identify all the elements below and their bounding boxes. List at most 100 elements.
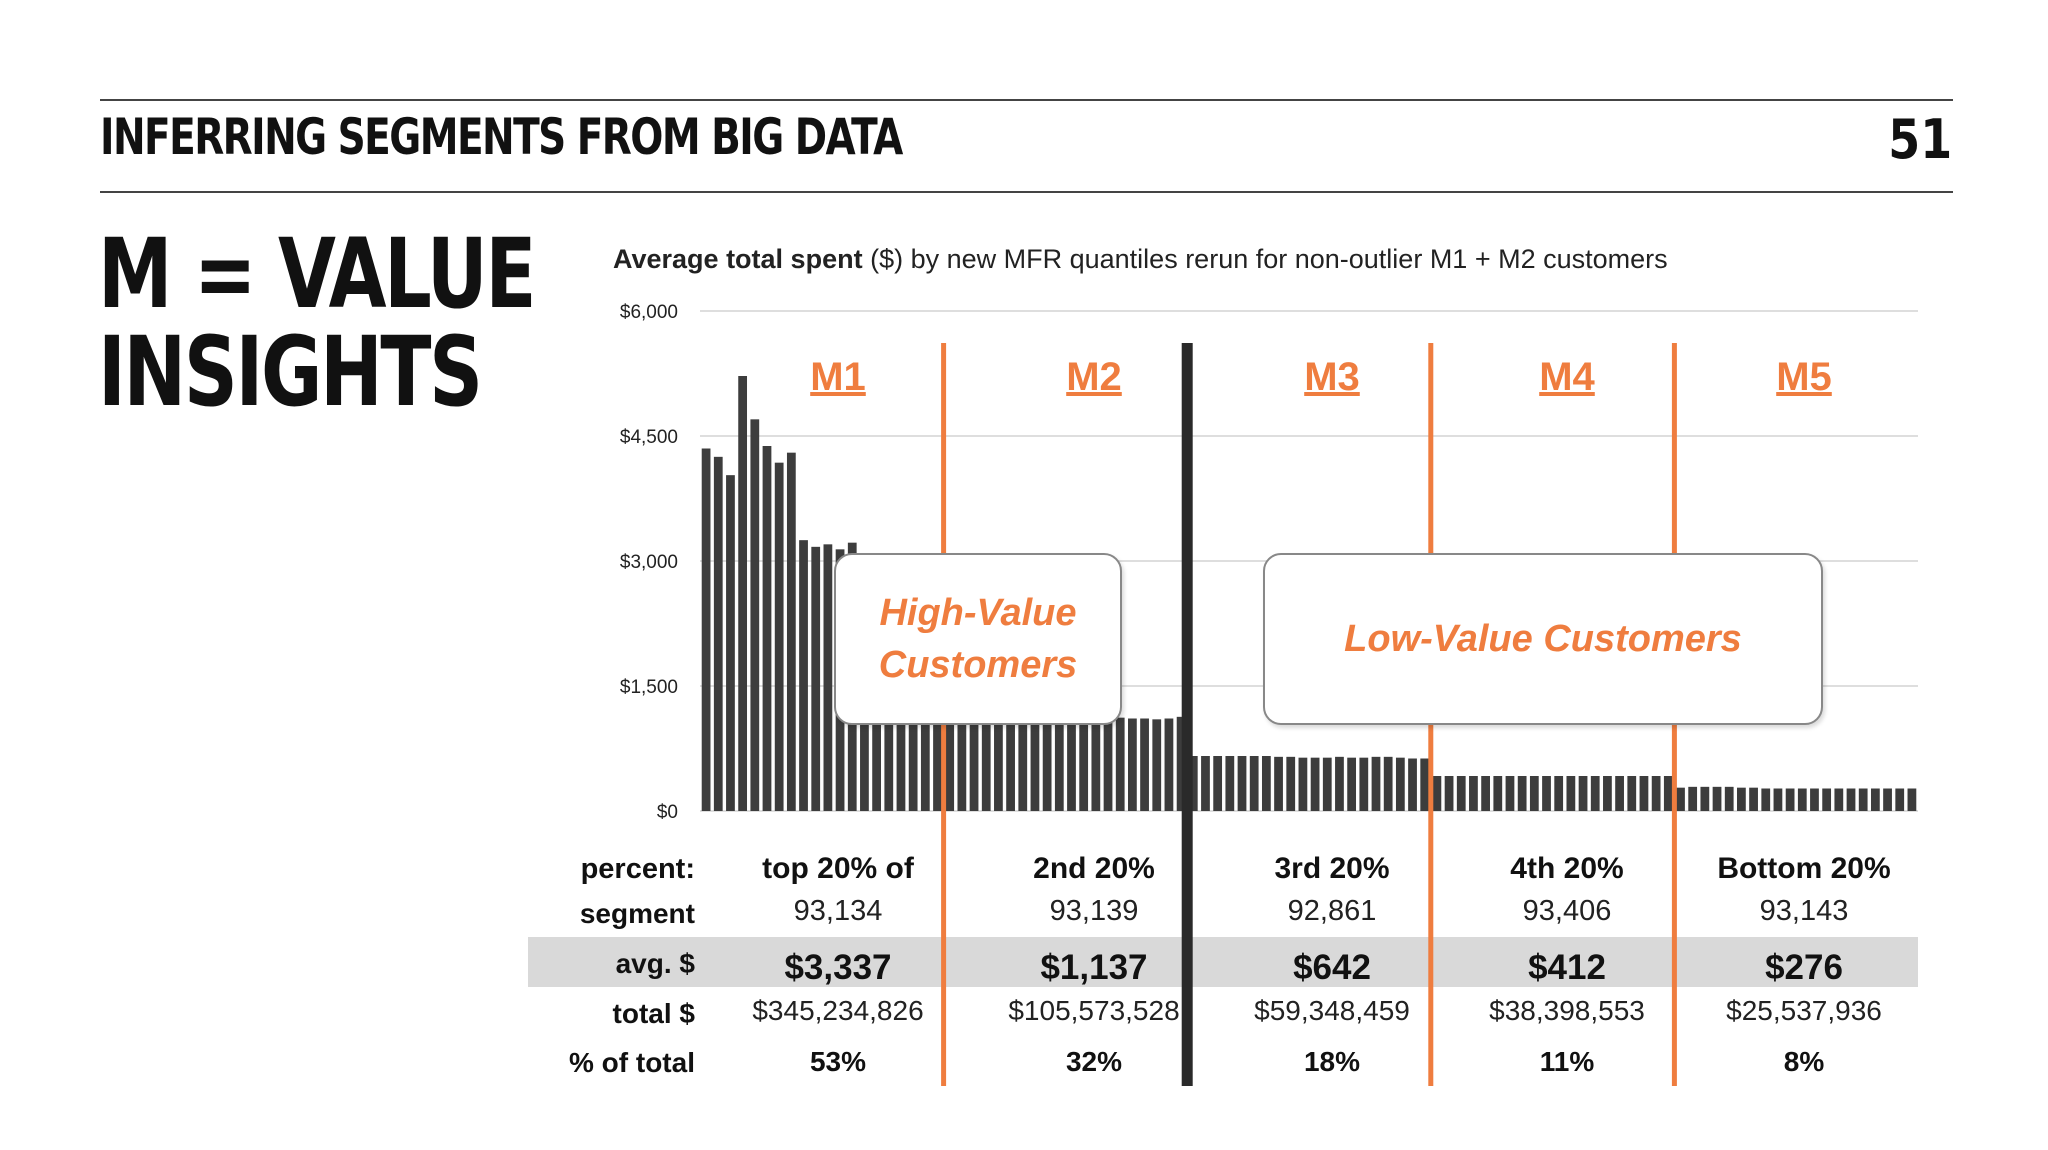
callout-high-value: High-Value Customers [834, 553, 1122, 725]
bar [1810, 788, 1819, 811]
bar [994, 709, 1003, 811]
header-bottom-rule [100, 191, 1953, 193]
bar [1115, 717, 1125, 811]
bar [1700, 786, 1710, 811]
segment-label-m1: M1 [810, 355, 866, 399]
cell-total-m2: $105,573,528 [1008, 995, 1180, 1026]
bar [1785, 788, 1795, 811]
bar [1420, 758, 1430, 811]
bar [1469, 776, 1478, 811]
bar [1225, 756, 1235, 811]
bar [920, 698, 930, 811]
bar [1298, 757, 1308, 811]
bar [1846, 788, 1856, 811]
bar [1676, 787, 1685, 811]
bar [1067, 715, 1076, 811]
chart-title: Average total spent ($) by new MFR quant… [613, 244, 1668, 275]
segment-label-m3: M3 [1304, 355, 1360, 399]
cell-share-m3: 18% [1303, 1046, 1361, 1077]
bar [1603, 776, 1612, 811]
cell-avg-m1: $3,337 [784, 948, 892, 987]
bar [1188, 756, 1198, 811]
cell-count-m1: 93,134 [793, 895, 883, 927]
header-top-rule [100, 99, 1953, 101]
bar [1529, 776, 1539, 811]
bar [1286, 756, 1296, 811]
bar [896, 694, 906, 811]
cell-avg-m5: $276 [1765, 948, 1843, 987]
bar [1639, 776, 1649, 811]
bar [1371, 756, 1381, 811]
bar [1712, 786, 1722, 811]
bar [1663, 776, 1673, 811]
bar [1103, 716, 1113, 811]
callout-high-line1: High-Value [879, 592, 1077, 634]
bar [1018, 711, 1028, 811]
bar [738, 376, 748, 811]
row-label-avg: avg. $ [615, 948, 695, 979]
cell-share-m1: 53% [809, 1046, 867, 1077]
bar [1456, 776, 1466, 811]
bar [1493, 776, 1503, 811]
cell-percent-m1: top 20% of [762, 852, 914, 885]
y-tick-label: $0 [657, 802, 678, 823]
cell-count-m2: 93,139 [1049, 895, 1139, 927]
bar [1554, 776, 1564, 811]
bar [1128, 718, 1137, 811]
avg-row-band [528, 937, 1918, 987]
cell-share-m2: 32% [1065, 1046, 1123, 1077]
cell-total-m1: $345,234,826 [752, 995, 924, 1026]
row-label-share: % of total [569, 1047, 695, 1078]
bar [701, 448, 711, 811]
cell-count-m5: 93,143 [1759, 895, 1849, 927]
y-tick-label: $6,000 [620, 302, 678, 323]
bar [762, 446, 772, 811]
bar [1566, 776, 1576, 811]
header-title: INFERRING SEGMENTS FROM BIG DATA [100, 108, 903, 166]
bar [1310, 757, 1320, 811]
cell-share-m5: 8% [1783, 1046, 1825, 1077]
bar [726, 475, 735, 811]
bar [872, 687, 881, 811]
bar [1773, 788, 1783, 811]
cell-share-m4: 11% [1539, 1046, 1595, 1077]
bar [1517, 776, 1527, 811]
bar [1079, 715, 1089, 811]
bar [1261, 756, 1271, 811]
bar [1688, 786, 1698, 811]
bar [981, 707, 991, 811]
bar [1201, 756, 1210, 811]
cell-avg-m2: $1,137 [1040, 948, 1148, 987]
cell-avg-m3: $642 [1293, 948, 1371, 987]
cell-avg-m4: $412 [1528, 948, 1606, 987]
bar [786, 452, 796, 811]
bar [945, 702, 955, 811]
bar [1505, 776, 1515, 811]
slide-title-line1: M = VALUE [98, 218, 536, 330]
bar [713, 456, 723, 811]
bar [1615, 776, 1624, 811]
segment-label-m4: M4 [1539, 355, 1595, 399]
bar [1249, 756, 1259, 811]
bar [1408, 758, 1417, 811]
bar [1797, 788, 1807, 811]
bar [1006, 711, 1015, 811]
cell-total-m4: $38,398,553 [1489, 995, 1645, 1026]
y-tick-label: $3,000 [620, 552, 678, 573]
bar [1895, 788, 1905, 811]
bar [1834, 788, 1844, 811]
bar [1237, 756, 1247, 811]
page-number: 51 [1888, 108, 1952, 171]
bar [1590, 776, 1600, 811]
bar [1822, 788, 1832, 811]
bar [750, 419, 760, 811]
cell-count-m3: 92,861 [1287, 895, 1377, 927]
bar [1213, 756, 1223, 811]
bar [1383, 756, 1393, 811]
bar [969, 706, 979, 811]
cell-count-m4: 93,406 [1522, 895, 1612, 927]
bar [1054, 714, 1064, 811]
bar [908, 696, 918, 811]
bar [1322, 757, 1332, 811]
cell-percent-m2: 2nd 20% [1033, 852, 1155, 885]
